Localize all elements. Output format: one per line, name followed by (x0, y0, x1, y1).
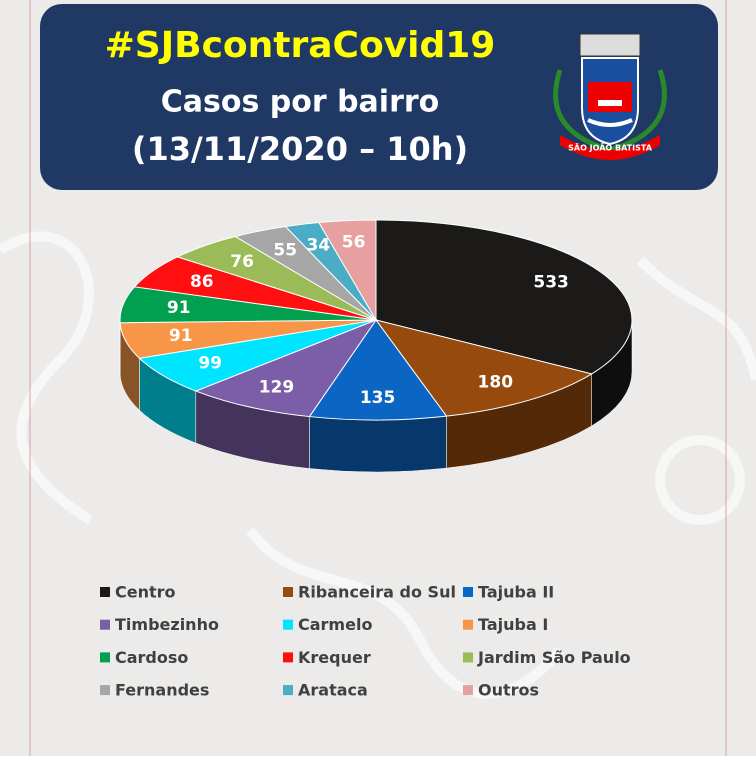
legend-label: Jardim São Paulo (477, 648, 631, 667)
data-label: 86 (190, 272, 214, 292)
legend-swatch (463, 620, 473, 630)
legend-swatch (283, 652, 293, 662)
legend-swatch (283, 685, 293, 695)
data-label: 533 (533, 273, 569, 293)
data-label: 180 (478, 373, 514, 393)
legend-label: Centro (115, 583, 176, 602)
legend-swatch (283, 587, 293, 597)
data-label: 129 (259, 378, 295, 398)
legend-swatch (463, 587, 473, 597)
subtitle: (13/11/2020 – 10h) (132, 130, 468, 168)
legend-swatch (283, 620, 293, 630)
legend-label: Tajuba II (478, 583, 554, 602)
data-label: 76 (230, 252, 254, 272)
legend-swatch (463, 652, 473, 662)
data-label: 55 (273, 241, 297, 261)
hashtag: #SJBcontraCovid19 (105, 25, 496, 66)
legend-swatch (100, 685, 110, 695)
legend-label: Outros (478, 681, 539, 700)
legend-swatch (100, 587, 110, 597)
legend-label: Fernandes (115, 681, 209, 700)
legend-swatch (463, 685, 473, 695)
data-label: 99 (198, 353, 222, 373)
slice-side (309, 416, 446, 472)
legend-label: Timbezinho (115, 615, 219, 634)
legend-swatch (100, 652, 110, 662)
data-label: 91 (169, 326, 193, 346)
data-label: 91 (167, 298, 191, 318)
title: Casos por bairro (161, 85, 440, 120)
legend-label: Carmelo (298, 615, 372, 634)
legend-label: Krequer (298, 648, 371, 667)
data-label: 135 (360, 388, 396, 408)
data-label: 34 (306, 235, 330, 255)
data-label: 56 (342, 232, 366, 252)
legend-label: Arataca (298, 681, 368, 700)
legend-label: Tajuba I (478, 615, 548, 634)
legend-swatch (100, 620, 110, 630)
legend-label: Ribanceira do Sul (298, 583, 456, 602)
legend-label: Cardoso (115, 648, 188, 667)
logo-caption: SÃO JOÃO BATISTA (568, 143, 653, 153)
